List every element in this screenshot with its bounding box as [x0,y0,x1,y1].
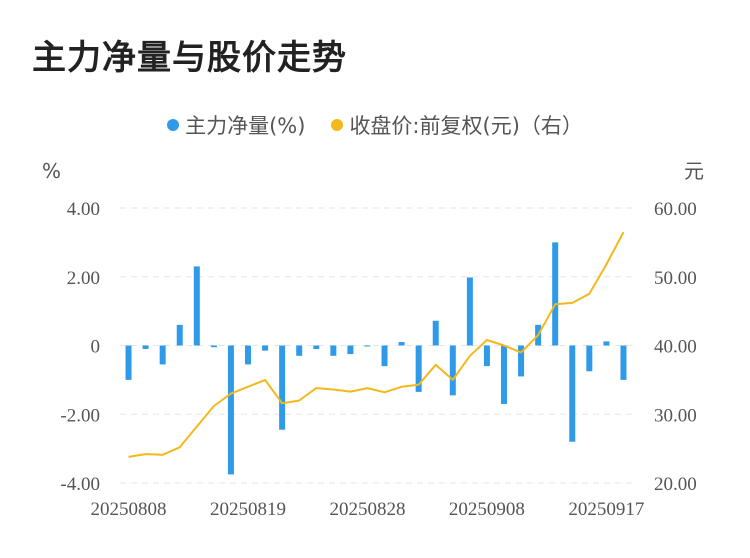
legend-bar-marker [167,119,180,131]
grid-lines [120,207,632,484]
bar[interactable] [210,345,217,348]
bar[interactable] [227,345,234,475]
bar[interactable] [245,345,251,365]
y-right-ticks: 60.00 50.00 40.00 30.00 20.00 [654,199,697,495]
bar[interactable] [176,324,183,346]
bar-series [125,242,627,475]
y-right-tick-label: 60.00 [654,199,697,220]
x-tick-label: 20250917 [568,499,644,520]
bar[interactable] [347,345,354,355]
bar[interactable] [432,320,439,346]
bar[interactable] [159,345,166,365]
bar[interactable] [466,277,473,346]
bar[interactable] [381,345,388,367]
bar[interactable] [296,345,303,356]
x-tick-label: 20250908 [449,499,525,520]
bar[interactable] [193,266,200,346]
bar[interactable] [501,345,507,404]
bar[interactable] [398,342,405,346]
legend-line-label: 收盘价:前复权(元)（右） [349,114,583,138]
y-right-tick-label: 50.00 [654,268,697,289]
legend-bar-label: 主力净量(%) [185,114,306,138]
bar[interactable] [330,345,337,356]
y-right-tick-label: 30.00 [654,405,697,426]
legend-line-marker [331,119,344,131]
y-left-ticks: 4.00 2.00 0 -2.00 -4.00 [60,199,100,495]
y-right-tick-label: 20.00 [654,474,697,495]
x-tick-label: 20250828 [329,499,405,520]
bar[interactable] [552,242,559,346]
legend-item-line[interactable]: 收盘价:前复权(元)（右） [331,110,583,140]
bar[interactable] [449,345,456,396]
x-axis-ticks: 20250808 20250819 20250828 20250908 20250917 [91,499,645,520]
bar[interactable] [125,345,132,380]
y-left-unit: % [42,159,61,183]
bar[interactable] [483,345,490,367]
chart-title: 主力净量与股价走势 [32,38,347,78]
y-left-tick-label: -4.00 [60,474,100,495]
bar[interactable] [313,345,320,349]
bar[interactable] [620,345,627,380]
y-left-tick-label: 2.00 [67,268,100,289]
price-line[interactable] [128,231,625,458]
bar[interactable] [262,345,269,351]
bar[interactable] [586,345,593,372]
bar[interactable] [279,345,286,430]
y-right-tick-label: 40.00 [654,337,697,358]
y-left-tick-label: 0 [91,337,101,358]
legend-item-bar[interactable]: 主力净量(%) [167,110,305,140]
bar[interactable] [569,345,576,442]
legend: 主力净量(%) 收盘价:前复权(元)（右） [0,110,750,140]
line-series [128,231,625,458]
y-left-tick-label: 4.00 [67,199,100,220]
bar[interactable] [142,345,149,349]
bar[interactable] [364,345,371,347]
x-tick-label: 20250808 [91,499,167,520]
y-right-unit: 元 [684,159,704,183]
bar[interactable] [415,345,422,392]
y-left-tick-label: -2.00 [60,405,100,426]
x-tick-label: 20250819 [210,499,286,520]
bar[interactable] [518,345,525,377]
bar[interactable] [603,341,610,346]
